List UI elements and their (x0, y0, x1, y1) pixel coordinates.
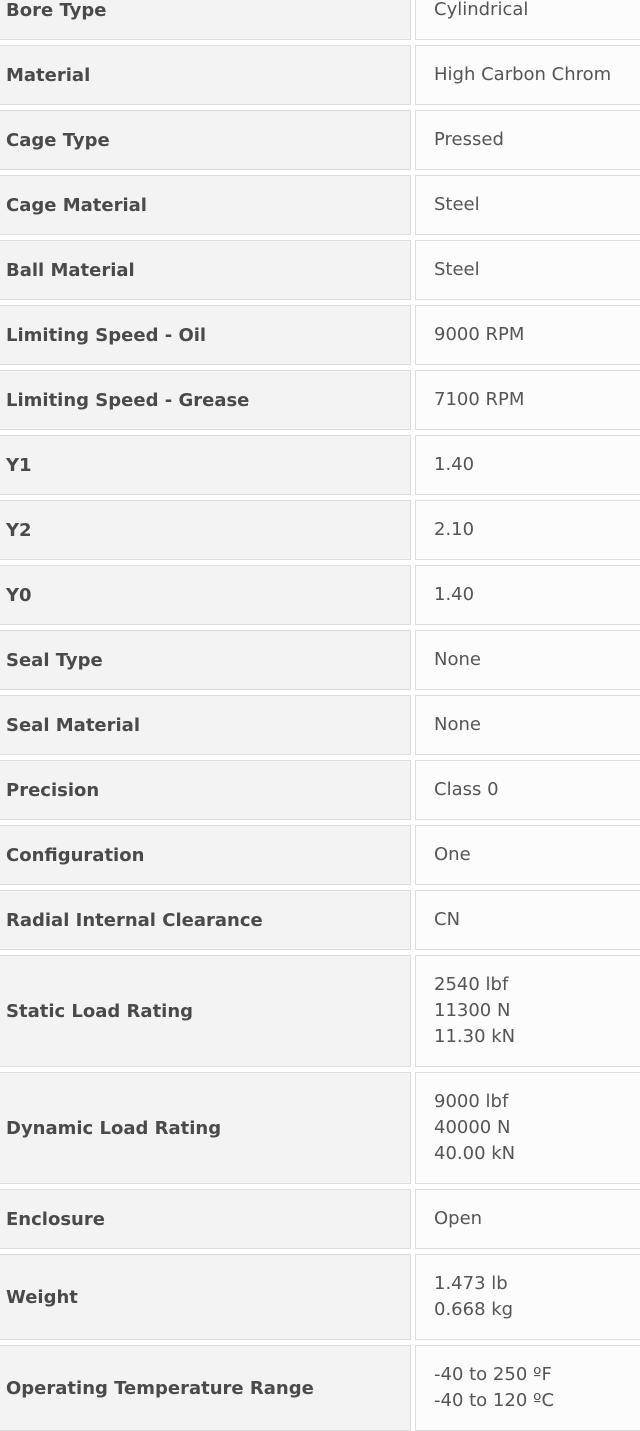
row-label: Y1 (0, 435, 411, 495)
value-line: CN (434, 909, 461, 930)
value-line: 11300 N (434, 1000, 511, 1021)
row-value: Open (415, 1189, 640, 1249)
row-label: Configuration (0, 825, 411, 885)
row-value: High Carbon Chrom (415, 45, 640, 105)
value-line: Steel (434, 259, 480, 280)
row-value: 1.40 (415, 565, 640, 625)
row-label: Weight (0, 1254, 411, 1340)
row-label: Seal Type (0, 630, 411, 690)
row-value: None (415, 630, 640, 690)
value-line: 2.10 (434, 519, 475, 540)
value-line: 1.473 lb (434, 1273, 508, 1294)
row-label: Cage Material (0, 175, 411, 235)
value-line: 11.30 kN (434, 1026, 516, 1047)
value-line: 1.40 (434, 584, 475, 605)
row-value: One (415, 825, 640, 885)
row-value: 2.10 (415, 500, 640, 560)
value-line: 9000 lbf (434, 1091, 509, 1112)
row-value: Class 0 (415, 760, 640, 820)
row-label: Radial Internal Clearance (0, 890, 411, 950)
value-line: High Carbon Chrom (434, 64, 612, 85)
row-label: Static Load Rating (0, 955, 411, 1067)
row-value: 1.473 lb 0.668 kg (415, 1254, 640, 1340)
value-line: -40 to 120 ºC (434, 1390, 555, 1411)
value-line: -40 to 250 ºF (434, 1364, 552, 1385)
value-line: 7100 RPM (434, 389, 525, 410)
value-line: One (434, 844, 471, 865)
row-label: Dynamic Load Rating (0, 1072, 411, 1184)
row-value: CN (415, 890, 640, 950)
row-label: Limiting Speed - Grease (0, 370, 411, 430)
value-line: Pressed (434, 129, 504, 150)
row-value: 9000 lbf 40000 N 40.00 kN (415, 1072, 640, 1184)
value-line: 9000 RPM (434, 324, 525, 345)
row-value: Steel (415, 175, 640, 235)
row-label: Y2 (0, 500, 411, 560)
row-value: -40 to 250 ºF -40 to 120 ºC (415, 1345, 640, 1431)
value-line: 0.668 kg (434, 1299, 514, 1320)
value-line: Open (434, 1208, 483, 1229)
value-line: Class 0 (434, 779, 499, 800)
row-value: 2540 lbf 11300 N 11.30 kN (415, 955, 640, 1067)
row-label: Bore Type (0, 0, 411, 40)
row-value: None (415, 695, 640, 755)
value-line: 40.00 kN (434, 1143, 516, 1164)
row-label: Enclosure (0, 1189, 411, 1249)
value-line: 40000 N (434, 1117, 511, 1138)
value-line: Steel (434, 194, 480, 215)
row-label: Material (0, 45, 411, 105)
row-label: Limiting Speed - Oil (0, 305, 411, 365)
value-line: 1.40 (434, 454, 475, 475)
row-value: Steel (415, 240, 640, 300)
value-line: 2540 lbf (434, 974, 509, 995)
row-value: 9000 RPM (415, 305, 640, 365)
row-label: Seal Material (0, 695, 411, 755)
row-value: Pressed (415, 110, 640, 170)
row-label: Operating Temperature Range (0, 1345, 411, 1431)
row-label: Precision (0, 760, 411, 820)
row-value: Cylindrical (415, 0, 640, 40)
value-line: Cylindrical (434, 0, 529, 20)
row-label: Cage Type (0, 110, 411, 170)
row-label: Ball Material (0, 240, 411, 300)
value-line: None (434, 714, 481, 735)
row-label: Y0 (0, 565, 411, 625)
value-line: None (434, 649, 481, 670)
row-value: 1.40 (415, 435, 640, 495)
row-value: 7100 RPM (415, 370, 640, 430)
